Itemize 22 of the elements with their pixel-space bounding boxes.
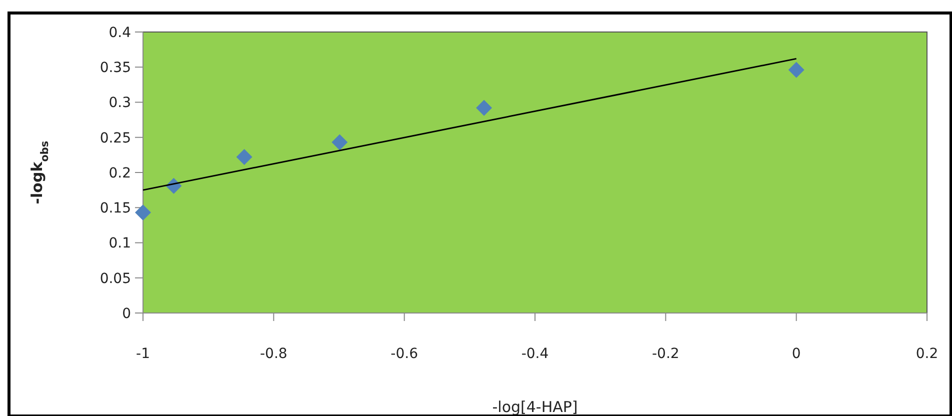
x-tick-label: 0 bbox=[792, 346, 801, 362]
point bbox=[236, 149, 252, 166]
y-tick-label: 0.4 bbox=[108, 24, 132, 41]
y-tick-label: 0.25 bbox=[100, 130, 131, 146]
point bbox=[332, 134, 348, 150]
y-tick-label: 0 bbox=[122, 306, 131, 322]
x-axis-title: -log[4-HAP] bbox=[492, 398, 578, 416]
y-tick-label: 0.3 bbox=[108, 95, 131, 112]
y-tick-label: 0.05 bbox=[100, 270, 131, 287]
point bbox=[135, 204, 151, 221]
y-tick-label: 0.15 bbox=[100, 200, 131, 217]
point bbox=[788, 62, 804, 78]
y-tick-label: 0.35 bbox=[100, 60, 131, 76]
point bbox=[476, 100, 492, 116]
x-tick-label: -0.6 bbox=[390, 346, 418, 362]
x-tick-label: 0.2 bbox=[916, 346, 938, 362]
x-tick-label: -0.2 bbox=[652, 346, 680, 362]
y-tick-label: 0.2 bbox=[108, 165, 131, 182]
x-tick-label: -0.4 bbox=[521, 346, 549, 362]
y-tick-label: 0.1 bbox=[108, 236, 131, 252]
x-tick-label: -0.8 bbox=[260, 346, 288, 362]
x-tick-label: -1 bbox=[136, 346, 150, 362]
